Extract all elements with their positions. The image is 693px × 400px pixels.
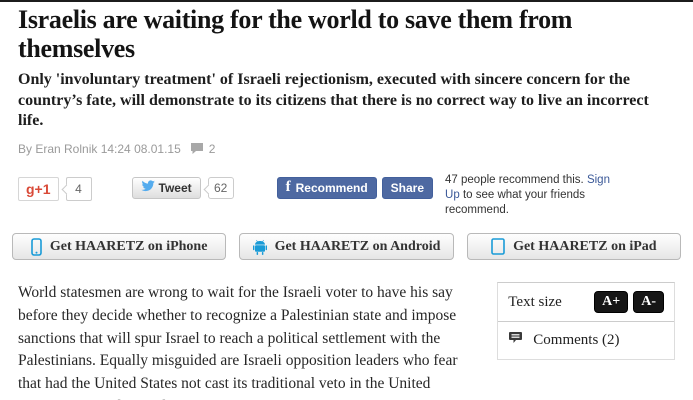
byline: By Eran Rolnik 14:24 08.01.15: [18, 141, 181, 156]
google-plus-widget: g+1 4: [18, 176, 92, 201]
comments-bubble-icon: [508, 331, 523, 351]
text-size-label: Text size: [508, 293, 562, 310]
facebook-recommend-label: Recommend: [295, 180, 368, 195]
increase-text-size-button[interactable]: A+: [594, 291, 629, 314]
tweet-button-label: Tweet: [158, 180, 192, 195]
twitter-bird-icon: [140, 180, 155, 195]
sign-up-link[interactable]: Sign Up: [445, 173, 610, 201]
iphone-icon: [31, 238, 42, 256]
fb-text-after-link: to see what your friends recommend.: [445, 188, 586, 216]
app-buttons-row: Get HAARETZ on iPhone Get HAARETZ on And…: [12, 233, 681, 261]
gplus-count-bubble: 4: [65, 176, 92, 201]
app-button-label: Get HAARETZ on Android: [274, 238, 441, 254]
facebook-widget: f Recommend Share: [276, 176, 434, 199]
app-button-label: Get HAARETZ on iPhone: [49, 238, 208, 254]
content-row: World statesmen are wrong to wait for th…: [18, 282, 675, 400]
android-icon: [252, 239, 267, 255]
subheadline: Only 'involuntary treatment' of Israeli …: [18, 71, 649, 130]
get-haaretz-iphone-button[interactable]: Get HAARETZ on iPhone: [12, 233, 227, 261]
tweet-button[interactable]: Tweet: [131, 176, 201, 199]
decrease-text-size-button[interactable]: A-: [633, 291, 664, 314]
facebook-recommend-button[interactable]: f Recommend: [276, 176, 377, 199]
app-button-label: Get HAARETZ on iPad: [513, 238, 657, 254]
get-haaretz-android-button[interactable]: Get HAARETZ on Android: [239, 233, 454, 261]
comments-link-row[interactable]: Comments (2): [498, 321, 674, 359]
headline: Israelis are waiting for the world to sa…: [18, 5, 573, 64]
facebook-social-text: 47 people recommend this. Sign Up to see…: [445, 173, 623, 218]
facebook-icon: f: [285, 179, 291, 196]
fb-text-before-link: 47 people recommend this.: [445, 173, 584, 186]
text-size-row: Text size A+ A-: [498, 283, 674, 321]
tweet-count-bubble: 62: [207, 176, 234, 199]
social-row: g+1 4 Tweet 62 f Recommend Share 47 peop…: [18, 173, 675, 218]
byline-row: By Eran Rolnik 14:24 08.01.15 2: [18, 142, 675, 156]
tweet-widget: Tweet 62: [131, 176, 234, 199]
comment-bubble-icon[interactable]: [190, 142, 204, 155]
google-plus-one-button[interactable]: g+1: [18, 176, 59, 201]
text-size-buttons: A+ A-: [594, 291, 664, 314]
get-haaretz-ipad-button[interactable]: Get HAARETZ on iPad: [466, 233, 681, 261]
article-body: World statesmen are wrong to wait for th…: [18, 284, 458, 400]
comments-label: Comments (2): [533, 332, 620, 349]
article-tools-box: Text size A+ A- Comments (2): [497, 282, 675, 361]
byline-comment-count[interactable]: 2: [208, 141, 216, 156]
facebook-share-button[interactable]: Share: [381, 176, 434, 199]
ipad-icon: [491, 238, 505, 256]
